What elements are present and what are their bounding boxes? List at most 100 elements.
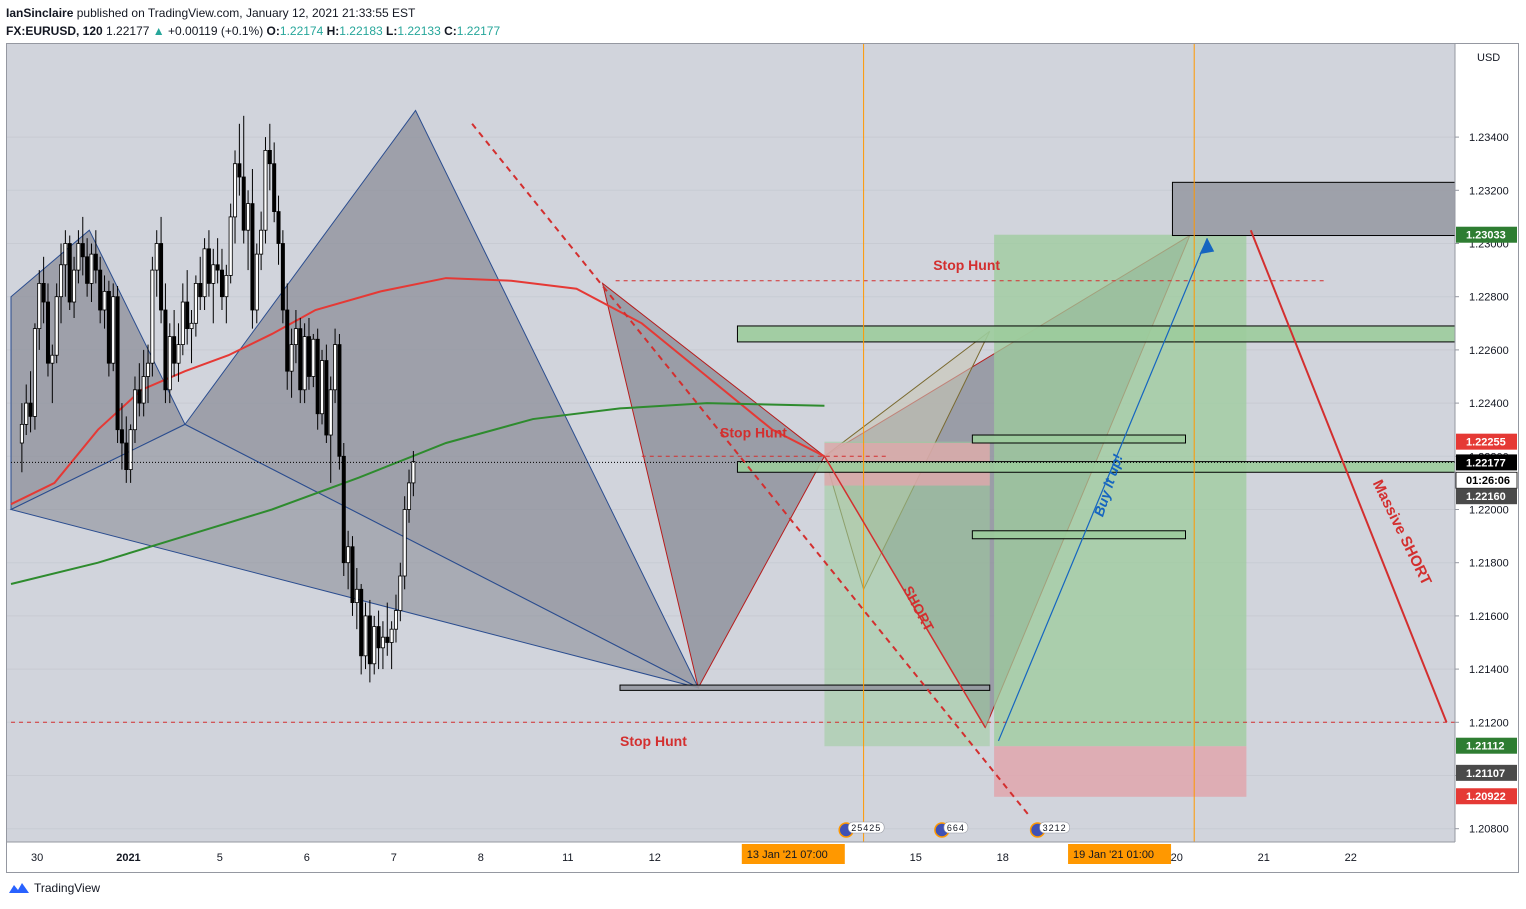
chart-frame[interactable]: Stop Hunt Stop Hunt Stop Hunt SHORT Buy it u… [6, 43, 1519, 873]
candle[interactable] [198, 256, 203, 310]
candle[interactable] [246, 190, 251, 271]
candle[interactable] [67, 235, 72, 310]
candle[interactable] [176, 323, 181, 382]
candle[interactable] [128, 424, 133, 483]
candle[interactable] [337, 333, 342, 470]
tradingview-logo-icon[interactable] [8, 881, 30, 895]
candle[interactable] [359, 583, 364, 675]
massive-short-line[interactable] [1249, 229, 1448, 723]
candle[interactable] [72, 256, 77, 318]
candle[interactable] [159, 216, 164, 324]
candle[interactable] [32, 323, 37, 430]
candle[interactable] [402, 496, 407, 590]
candle[interactable] [24, 384, 29, 436]
candle[interactable] [141, 349, 146, 417]
candle[interactable] [311, 333, 316, 388]
candle[interactable] [111, 283, 116, 372]
candle[interactable] [228, 203, 233, 284]
candle[interactable] [115, 286, 120, 443]
long-target-zone-lower[interactable] [824, 441, 990, 747]
candle[interactable] [45, 283, 50, 377]
candle[interactable] [185, 270, 190, 345]
candle[interactable] [367, 599, 372, 683]
candle[interactable] [119, 403, 124, 470]
candle[interactable] [315, 328, 320, 430]
candle[interactable] [346, 530, 351, 590]
candle[interactable] [80, 216, 85, 276]
candle[interactable] [280, 230, 285, 324]
candle[interactable] [172, 310, 177, 377]
candle[interactable] [267, 123, 272, 191]
candle[interactable] [189, 310, 194, 364]
candle[interactable] [85, 238, 90, 297]
candle[interactable] [385, 602, 390, 656]
candle[interactable] [150, 256, 155, 377]
short-path-line[interactable] [823, 455, 987, 729]
candle[interactable] [263, 137, 268, 244]
candle[interactable] [180, 283, 185, 356]
candle[interactable] [28, 371, 33, 433]
candle[interactable] [389, 621, 394, 670]
candle[interactable] [211, 248, 216, 324]
candle[interactable] [254, 243, 259, 324]
candle[interactable] [354, 568, 359, 630]
candle[interactable] [306, 317, 311, 390]
candle[interactable] [289, 328, 294, 398]
candle[interactable] [54, 283, 59, 364]
resistance-box[interactable] [1171, 181, 1491, 237]
candle[interactable] [37, 270, 42, 350]
candle[interactable] [407, 469, 412, 523]
candle[interactable] [124, 416, 129, 483]
candle[interactable] [219, 248, 224, 310]
brand-label[interactable]: TradingView [34, 881, 101, 895]
candle[interactable] [328, 376, 333, 483]
candle[interactable] [59, 243, 64, 324]
candle[interactable] [224, 264, 229, 324]
candle[interactable] [376, 610, 381, 670]
candle[interactable] [276, 195, 281, 265]
candle[interactable] [89, 243, 94, 303]
time-axis[interactable] [7, 842, 1455, 872]
support-box[interactable] [619, 684, 991, 691]
candle[interactable] [50, 344, 55, 404]
candle[interactable] [250, 169, 255, 329]
candle[interactable] [233, 150, 238, 244]
long-target-zone[interactable] [994, 234, 1247, 747]
candle[interactable] [259, 211, 264, 271]
candle[interactable] [102, 275, 107, 329]
candle[interactable] [411, 450, 416, 497]
candle[interactable] [63, 230, 68, 297]
candle[interactable] [380, 621, 385, 670]
candle[interactable] [41, 256, 46, 324]
candle[interactable] [106, 280, 111, 377]
supply-box-1[interactable] [736, 325, 1491, 343]
downtrend-dashed-line[interactable] [471, 123, 1030, 817]
candle[interactable] [93, 230, 98, 284]
candle[interactable] [333, 328, 338, 404]
candle[interactable] [206, 230, 211, 297]
candle[interactable] [302, 323, 307, 404]
buy-arrow-line[interactable] [997, 237, 1208, 742]
candle[interactable] [350, 536, 355, 616]
candle[interactable] [293, 310, 298, 364]
candle[interactable] [272, 142, 277, 223]
candle[interactable] [167, 323, 172, 404]
stop-loss-zone-lower[interactable] [994, 746, 1247, 797]
candle[interactable] [341, 443, 346, 576]
supply-box-2[interactable] [971, 434, 1186, 444]
candle[interactable] [76, 230, 81, 284]
candle[interactable] [98, 256, 103, 324]
candle[interactable] [393, 594, 398, 643]
candle[interactable] [132, 376, 137, 444]
candle[interactable] [237, 123, 242, 196]
supply-box-4[interactable] [971, 530, 1186, 540]
candle[interactable] [298, 317, 303, 404]
candle[interactable] [146, 344, 151, 404]
candle[interactable] [398, 562, 403, 622]
candle[interactable] [363, 602, 368, 670]
candle[interactable] [215, 238, 220, 284]
candle[interactable] [193, 275, 198, 337]
candle[interactable] [320, 349, 325, 425]
